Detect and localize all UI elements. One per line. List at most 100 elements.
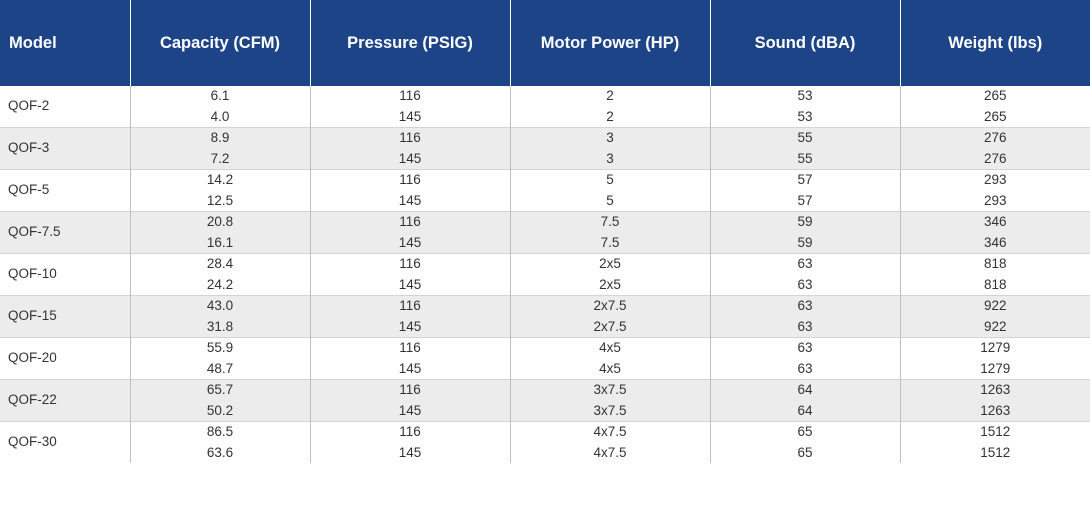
table-body: QOF-2 6.1 116 2 53 265 4.0 145 2 53 265 QOF-3 8.9 116… [0,86,1090,463]
capacity-cell: 48.7 [129,358,310,380]
table-row: QOF-3 8.9 116 3 55 276 [0,127,1090,170]
pressure-cell: 145 [309,232,510,254]
motor-power-cell: 2x7.5 [509,316,710,338]
weight-cell: 922 [899,316,1090,338]
sound-cell: 63 [709,295,900,317]
table-row: QOF-15 43.0 116 2x7.5 63 922 [0,295,1090,338]
motor-power-cell: 4x7.5 [509,442,710,463]
table-row: QOF-7.5 20.8 116 7.5 59 346 [0,211,1090,254]
pressure-cell: 116 [309,169,510,191]
motor-power-cell: 4x5 [509,337,710,359]
header-motor-power: Motor Power (HP) [509,0,710,86]
table-row: QOF-30 86.5 116 4x7.5 65 1512 [0,421,1090,463]
sound-cell: 53 [709,106,900,128]
model-cell: QOF-15 [0,295,130,338]
weight-cell: 346 [899,211,1090,233]
sound-cell: 53 [709,86,900,107]
weight-cell: 1512 [899,442,1090,463]
pressure-cell: 145 [309,358,510,380]
weight-cell: 346 [899,232,1090,254]
weight-cell: 922 [899,295,1090,317]
model-cell: QOF-3 [0,127,130,170]
capacity-cell: 65.7 [129,379,310,401]
motor-power-cell: 4x7.5 [509,421,710,443]
header-sound: Sound (dBA) [709,0,900,86]
capacity-cell: 4.0 [129,106,310,128]
capacity-cell: 63.6 [129,442,310,463]
model-cell: QOF-7.5 [0,211,130,254]
motor-power-cell: 5 [509,169,710,191]
weight-cell: 1263 [899,400,1090,422]
motor-power-cell: 3x7.5 [509,400,710,422]
model-cell: QOF-5 [0,169,130,212]
header-row: Model Capacity (CFM) Pressure (PSIG) Mot… [0,0,1090,86]
capacity-cell: 31.8 [129,316,310,338]
header-pressure: Pressure (PSIG) [309,0,510,86]
pressure-cell: 145 [309,274,510,296]
table-row: 24.2 145 2x5 63 818 [0,274,1090,296]
motor-power-cell: 7.5 [509,211,710,233]
weight-cell: 818 [899,253,1090,275]
pressure-cell: 116 [309,295,510,317]
table-row: 16.1 145 7.5 59 346 [0,232,1090,254]
table-header: Model Capacity (CFM) Pressure (PSIG) Mot… [0,0,1090,86]
capacity-cell: 24.2 [129,274,310,296]
capacity-cell: 8.9 [129,127,310,149]
pressure-cell: 145 [309,442,510,463]
header-weight: Weight (lbs) [899,0,1090,86]
weight-cell: 1512 [899,421,1090,443]
sound-cell: 55 [709,148,900,170]
model-cell: QOF-10 [0,253,130,296]
pressure-cell: 116 [309,253,510,275]
table-row: 63.6 145 4x7.5 65 1512 [0,442,1090,463]
motor-power-cell: 3 [509,127,710,149]
weight-cell: 293 [899,190,1090,212]
table-row: QOF-2 6.1 116 2 53 265 [0,86,1090,113]
capacity-cell: 55.9 [129,337,310,359]
table-row: 4.0 145 2 53 265 [0,106,1090,128]
weight-cell: 276 [899,127,1090,149]
pressure-cell: 145 [309,106,510,128]
motor-power-cell: 2 [509,86,710,107]
header-capacity: Capacity (CFM) [129,0,310,86]
sound-cell: 63 [709,358,900,380]
weight-cell: 265 [899,86,1090,107]
pressure-cell: 116 [309,379,510,401]
sound-cell: 63 [709,274,900,296]
weight-cell: 818 [899,274,1090,296]
capacity-cell: 43.0 [129,295,310,317]
motor-power-cell: 4x5 [509,358,710,380]
pressure-cell: 145 [309,316,510,338]
pressure-cell: 116 [309,421,510,443]
sound-cell: 65 [709,442,900,463]
pressure-cell: 116 [309,337,510,359]
sound-cell: 63 [709,337,900,359]
table-row: 48.7 145 4x5 63 1279 [0,358,1090,380]
table-row: 50.2 145 3x7.5 64 1263 [0,400,1090,422]
model-cell: QOF-30 [0,421,130,463]
pressure-cell: 116 [309,127,510,149]
pressure-cell: 145 [309,400,510,422]
pressure-cell: 145 [309,148,510,170]
model-cell: QOF-2 [8,98,50,114]
sound-cell: 57 [709,169,900,191]
table-row: QOF-10 28.4 116 2x5 63 818 [0,253,1090,296]
model-cell: QOF-22 [0,379,130,422]
capacity-cell: 20.8 [129,211,310,233]
capacity-cell: 14.2 [129,169,310,191]
sound-cell: 65 [709,421,900,443]
sound-cell: 55 [709,127,900,149]
table-row: 7.2 145 3 55 276 [0,148,1090,170]
capacity-cell: 6.1 [129,86,310,107]
table-row: 12.5 145 5 57 293 [0,190,1090,212]
motor-power-cell: 7.5 [509,232,710,254]
capacity-cell: 7.2 [129,148,310,170]
weight-cell: 265 [899,106,1090,128]
table-row: QOF-22 65.7 116 3x7.5 64 1263 [0,379,1090,422]
weight-cell: 276 [899,148,1090,170]
capacity-cell: 12.5 [129,190,310,212]
motor-power-cell: 2x5 [509,274,710,296]
motor-power-cell: 2x5 [509,253,710,275]
table-row: QOF-5 14.2 116 5 57 293 [0,169,1090,212]
sound-cell: 59 [709,232,900,254]
